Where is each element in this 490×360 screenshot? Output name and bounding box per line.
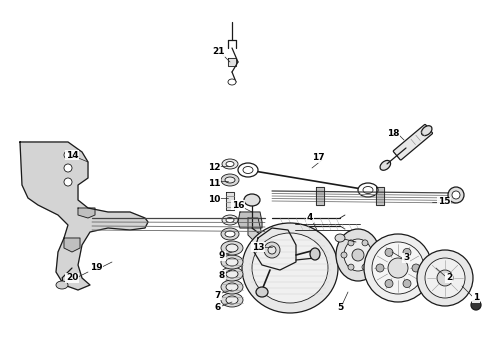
Ellipse shape xyxy=(452,191,460,199)
Ellipse shape xyxy=(358,183,378,197)
Ellipse shape xyxy=(421,126,432,136)
Text: 10: 10 xyxy=(208,195,220,204)
Ellipse shape xyxy=(226,283,238,291)
Ellipse shape xyxy=(221,228,239,240)
Polygon shape xyxy=(228,58,236,66)
Circle shape xyxy=(264,242,280,258)
Circle shape xyxy=(471,300,481,310)
Ellipse shape xyxy=(56,281,68,289)
Text: 2: 2 xyxy=(446,274,452,283)
Ellipse shape xyxy=(348,240,354,246)
Polygon shape xyxy=(376,187,384,205)
Polygon shape xyxy=(248,218,262,242)
Ellipse shape xyxy=(403,248,411,256)
Ellipse shape xyxy=(243,166,253,174)
Text: 6: 6 xyxy=(215,303,221,312)
Ellipse shape xyxy=(376,264,384,272)
Polygon shape xyxy=(78,208,95,218)
Ellipse shape xyxy=(221,293,243,307)
Text: 17: 17 xyxy=(312,153,324,162)
Ellipse shape xyxy=(437,270,453,286)
Text: 1: 1 xyxy=(473,293,479,302)
Ellipse shape xyxy=(253,247,267,257)
Ellipse shape xyxy=(221,280,243,294)
Ellipse shape xyxy=(226,244,238,252)
Ellipse shape xyxy=(221,267,243,281)
Ellipse shape xyxy=(238,163,258,177)
Text: 11: 11 xyxy=(208,179,220,188)
Ellipse shape xyxy=(242,223,338,313)
Ellipse shape xyxy=(221,174,239,186)
Text: 12: 12 xyxy=(208,163,220,172)
Ellipse shape xyxy=(344,239,372,271)
Ellipse shape xyxy=(352,249,364,261)
Ellipse shape xyxy=(335,234,345,242)
Ellipse shape xyxy=(362,240,368,246)
Text: 5: 5 xyxy=(337,303,343,312)
Ellipse shape xyxy=(417,250,473,306)
Text: 9: 9 xyxy=(219,252,225,261)
Ellipse shape xyxy=(362,264,368,270)
FancyBboxPatch shape xyxy=(393,125,433,160)
Ellipse shape xyxy=(364,234,432,302)
Ellipse shape xyxy=(222,159,238,169)
Ellipse shape xyxy=(341,252,347,258)
Polygon shape xyxy=(238,212,262,228)
Ellipse shape xyxy=(385,248,393,256)
Text: 8: 8 xyxy=(219,270,225,279)
Ellipse shape xyxy=(225,177,235,183)
Ellipse shape xyxy=(252,233,328,303)
Polygon shape xyxy=(20,142,148,290)
Circle shape xyxy=(268,246,276,254)
Ellipse shape xyxy=(348,264,354,270)
Polygon shape xyxy=(226,192,234,210)
Circle shape xyxy=(64,164,72,172)
Ellipse shape xyxy=(380,161,391,170)
Polygon shape xyxy=(316,187,324,205)
Text: 3: 3 xyxy=(403,253,409,262)
Text: 20: 20 xyxy=(66,274,78,283)
Ellipse shape xyxy=(369,252,375,258)
Text: 18: 18 xyxy=(387,129,399,138)
Ellipse shape xyxy=(385,280,393,288)
Text: 16: 16 xyxy=(232,201,244,210)
Ellipse shape xyxy=(225,231,235,237)
Ellipse shape xyxy=(226,296,238,304)
Text: 15: 15 xyxy=(438,198,450,207)
Ellipse shape xyxy=(403,280,411,288)
Circle shape xyxy=(64,178,72,186)
Text: 21: 21 xyxy=(212,48,224,57)
Ellipse shape xyxy=(310,248,320,260)
Ellipse shape xyxy=(425,258,465,298)
Ellipse shape xyxy=(448,187,464,203)
Text: 4: 4 xyxy=(307,213,313,222)
Ellipse shape xyxy=(221,241,243,255)
Ellipse shape xyxy=(222,215,238,225)
Ellipse shape xyxy=(226,258,238,266)
Text: 14: 14 xyxy=(66,150,78,159)
Ellipse shape xyxy=(226,270,238,278)
Ellipse shape xyxy=(226,217,234,222)
Text: 7: 7 xyxy=(215,291,221,300)
Ellipse shape xyxy=(226,162,234,166)
Text: 13: 13 xyxy=(252,243,264,252)
Ellipse shape xyxy=(221,255,243,269)
Ellipse shape xyxy=(388,258,408,278)
Circle shape xyxy=(64,151,72,159)
Ellipse shape xyxy=(336,229,380,281)
Ellipse shape xyxy=(256,287,268,297)
Polygon shape xyxy=(254,228,296,270)
Ellipse shape xyxy=(363,186,373,194)
Polygon shape xyxy=(64,238,80,252)
Ellipse shape xyxy=(244,194,260,206)
Ellipse shape xyxy=(412,264,420,272)
Ellipse shape xyxy=(228,79,236,85)
Text: 19: 19 xyxy=(90,264,102,273)
Ellipse shape xyxy=(372,242,424,294)
